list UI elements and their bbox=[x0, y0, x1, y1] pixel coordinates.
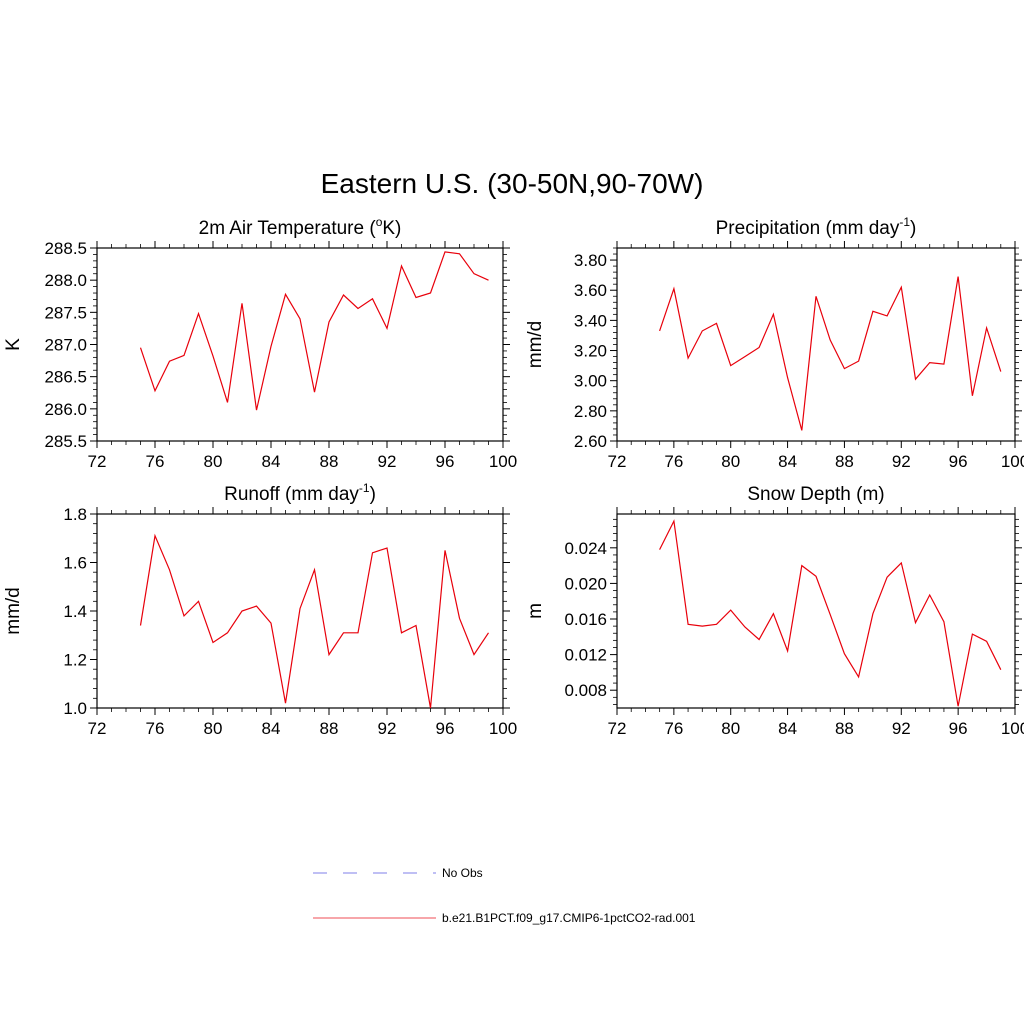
legend: No Obs b.e21.B1PCT.f09_g17.CMIP6-1pctCO2… bbox=[313, 866, 696, 925]
y-tick-label: 286.0 bbox=[44, 400, 87, 419]
x-tick-label: 84 bbox=[778, 452, 797, 471]
panel-title: Snow Depth (m) bbox=[747, 484, 884, 505]
x-tick-label: 92 bbox=[892, 719, 911, 738]
y-tick-label: 1.8 bbox=[63, 505, 87, 524]
legend-label-no-obs: No Obs bbox=[442, 866, 483, 880]
y-axis-label: m bbox=[525, 603, 546, 619]
legend-label-model-run: b.e21.B1PCT.f09_g17.CMIP6-1pctCO2-rad.00… bbox=[442, 911, 696, 925]
series-line bbox=[139, 533, 489, 709]
y-tick-label: 1.2 bbox=[63, 651, 87, 670]
y-axis-label: mm/d bbox=[3, 587, 24, 635]
x-tick-label: 80 bbox=[721, 719, 740, 738]
x-tick-label: 76 bbox=[146, 452, 165, 471]
y-tick-label: 287.5 bbox=[44, 303, 87, 322]
y-tick-label: 3.00 bbox=[574, 372, 607, 391]
x-tick-label: 92 bbox=[378, 719, 397, 738]
series-line bbox=[659, 519, 1002, 707]
x-tick-label: 100 bbox=[489, 719, 517, 738]
panel-temp: 72 76 80 84 88 92 96 100 285.5 286.0 286.5 287.0 287… bbox=[3, 215, 517, 471]
x-tick-label: 100 bbox=[1001, 452, 1024, 471]
y-tick-label: 2.60 bbox=[574, 432, 607, 451]
x-tick-label: 88 bbox=[835, 452, 854, 471]
y-tick-label: 3.20 bbox=[574, 342, 607, 361]
y-tick-label: 285.5 bbox=[44, 432, 87, 451]
series-line bbox=[139, 251, 489, 411]
y-tick-label: 0.020 bbox=[564, 574, 607, 593]
x-tick-label: 80 bbox=[204, 452, 223, 471]
y-tick-label: 0.008 bbox=[564, 681, 607, 700]
plot-frame bbox=[96, 247, 504, 442]
x-tick-label: 84 bbox=[262, 452, 281, 471]
y-tick-label: 1.6 bbox=[63, 554, 87, 573]
y-axis-label: K bbox=[3, 338, 24, 351]
x-tick-label: 88 bbox=[320, 719, 339, 738]
x-tick-label: 72 bbox=[608, 719, 627, 738]
y-tick-label: 0.016 bbox=[564, 610, 607, 629]
y-tick-label: 3.60 bbox=[574, 281, 607, 300]
x-tick-label: 76 bbox=[146, 719, 165, 738]
y-tick-label: 3.80 bbox=[574, 251, 607, 270]
plot-frame bbox=[616, 247, 1016, 442]
y-tick-label: 287.0 bbox=[44, 336, 87, 355]
y-axis-label: mm/d bbox=[525, 321, 546, 369]
panel-title: Runoff (mm day-1) bbox=[224, 481, 376, 505]
x-tick-label: 80 bbox=[721, 452, 740, 471]
series-line bbox=[659, 276, 1002, 431]
x-tick-label: 80 bbox=[204, 719, 223, 738]
panel-title: 2m Air Temperature (oK) bbox=[199, 215, 402, 239]
y-tick-label: 1.4 bbox=[63, 602, 87, 621]
x-tick-label: 92 bbox=[892, 452, 911, 471]
x-tick-label: 84 bbox=[262, 719, 281, 738]
x-tick-label: 96 bbox=[436, 719, 455, 738]
x-tick-label: 100 bbox=[1001, 719, 1024, 738]
y-tick-label: 0.024 bbox=[564, 539, 607, 558]
x-tick-label: 72 bbox=[608, 452, 627, 471]
x-tick-label: 76 bbox=[664, 452, 683, 471]
panel-snow: 72 76 80 84 88 92 96 100 0.008 0.012 0.016 0.020 0.0… bbox=[525, 484, 1024, 738]
y-tick-label: 2.80 bbox=[574, 402, 607, 421]
y-tick-label: 288.0 bbox=[44, 271, 87, 290]
panels: 72 76 80 84 88 92 96 100 285.5 286.0 286.5 287.0 287… bbox=[3, 215, 1024, 738]
y-tick-label: 0.012 bbox=[564, 646, 607, 665]
y-tick-label: 3.40 bbox=[574, 311, 607, 330]
panel-precip: 72 76 80 84 88 92 96 100 2.60 2.80 3.00 3.20 3.40 3.6… bbox=[525, 215, 1024, 471]
x-tick-label: 100 bbox=[489, 452, 517, 471]
y-tick-label: 288.5 bbox=[44, 239, 87, 258]
y-tick-label: 286.5 bbox=[44, 368, 87, 387]
x-tick-label: 76 bbox=[664, 719, 683, 738]
x-tick-label: 96 bbox=[949, 719, 968, 738]
panel-runoff: 72 76 80 84 88 92 96 100 1.0 1.2 1.4 1.6 1.8 Runoff (… bbox=[3, 481, 517, 738]
x-tick-label: 72 bbox=[88, 452, 107, 471]
x-tick-label: 96 bbox=[436, 452, 455, 471]
x-tick-label: 96 bbox=[949, 452, 968, 471]
y-tick-label: 1.0 bbox=[63, 699, 87, 718]
figure-title: Eastern U.S. (30-50N,90-70W) bbox=[321, 168, 704, 199]
x-tick-label: 88 bbox=[320, 452, 339, 471]
x-tick-label: 92 bbox=[378, 452, 397, 471]
x-tick-label: 84 bbox=[778, 719, 797, 738]
x-tick-label: 88 bbox=[835, 719, 854, 738]
x-tick-label: 72 bbox=[88, 719, 107, 738]
panel-title: Precipitation (mm day-1) bbox=[716, 215, 917, 239]
